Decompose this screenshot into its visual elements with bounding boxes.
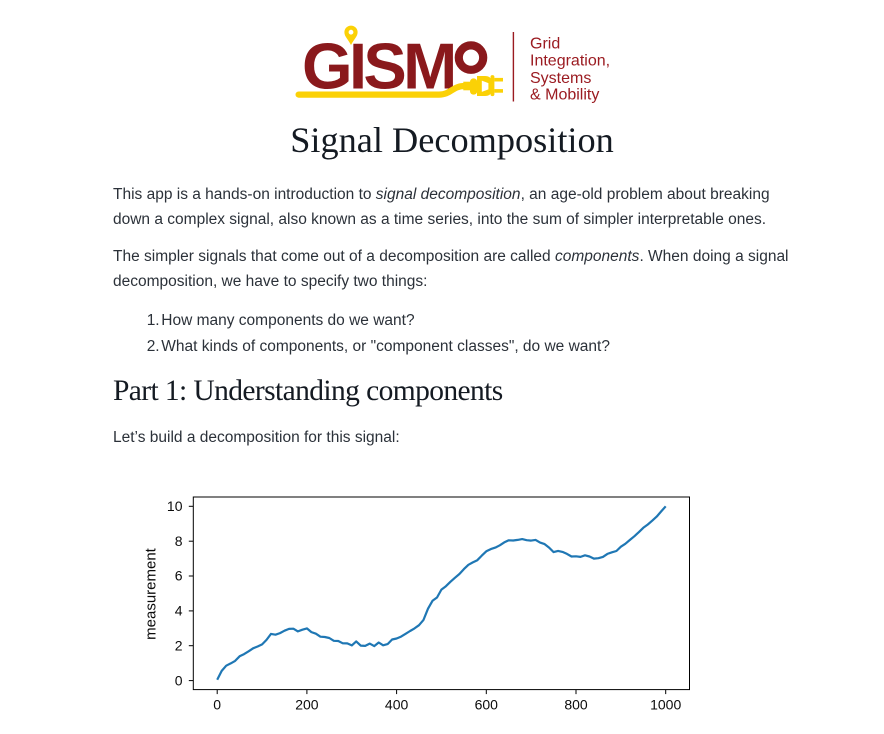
- svg-text:measurement: measurement: [143, 547, 160, 640]
- svg-text:200: 200: [295, 697, 319, 713]
- svg-text:6: 6: [175, 568, 183, 584]
- svg-text:0: 0: [213, 697, 221, 713]
- svg-text:Integration,: Integration,: [530, 53, 610, 70]
- svg-text:400: 400: [385, 697, 409, 713]
- svg-text:600: 600: [475, 697, 499, 713]
- svg-text:GISM: GISM: [302, 30, 454, 103]
- svg-text:8: 8: [175, 533, 183, 549]
- svg-text:2: 2: [175, 637, 183, 653]
- svg-text:1000: 1000: [650, 697, 681, 713]
- svg-text:10: 10: [167, 498, 183, 514]
- svg-text:4: 4: [175, 603, 183, 619]
- svg-text:Grid: Grid: [530, 35, 560, 52]
- svg-text:Systems: Systems: [530, 70, 591, 87]
- svg-text:800: 800: [564, 697, 588, 713]
- svg-text:0: 0: [175, 672, 183, 688]
- svg-text:& Mobility: & Mobility: [530, 86, 599, 103]
